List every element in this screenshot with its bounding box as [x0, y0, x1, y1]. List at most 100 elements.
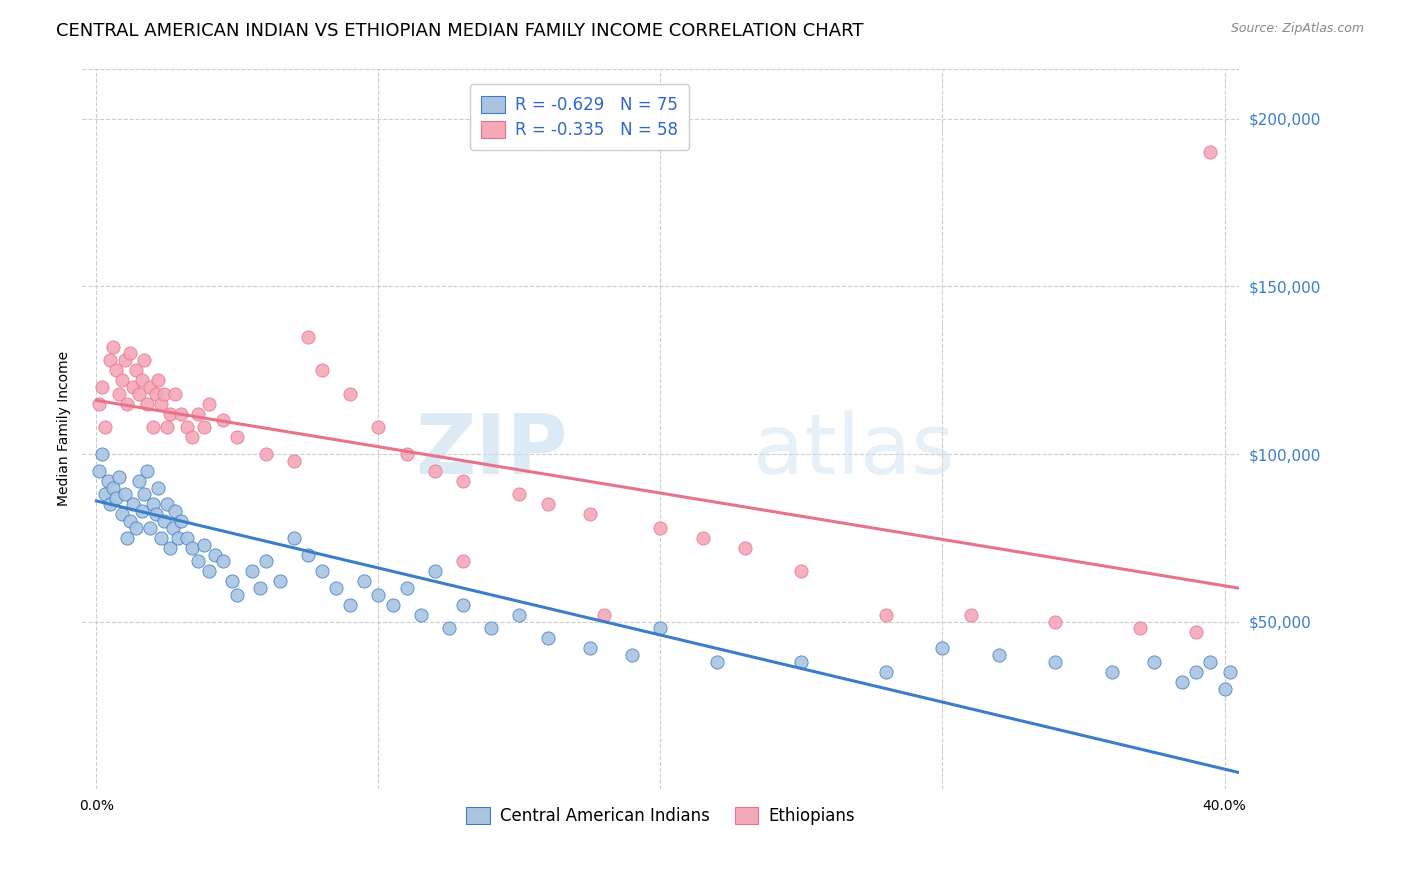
Point: [170, 514, 193, 528]
Point: [120, 346, 142, 360]
Point: [395, 581, 418, 595]
Point: [153, 514, 176, 528]
Point: [128, 386, 150, 401]
Point: [692, 531, 714, 545]
Point: [221, 574, 243, 589]
Point: [142, 420, 165, 434]
Point: [536, 497, 558, 511]
Point: [226, 430, 249, 444]
Point: [297, 329, 319, 343]
Point: [89, 464, 111, 478]
Point: [89, 397, 111, 411]
Point: [451, 598, 474, 612]
Point: [142, 497, 165, 511]
Point: [153, 386, 176, 401]
Point: [134, 353, 156, 368]
Text: Source: ZipAtlas.com: Source: ZipAtlas.com: [1230, 22, 1364, 36]
Point: [148, 373, 170, 387]
Point: [193, 537, 215, 551]
Point: [423, 464, 446, 478]
Point: [1045, 615, 1067, 629]
Point: [198, 565, 221, 579]
Y-axis label: Median Family Income: Median Family Income: [58, 351, 72, 507]
Point: [283, 531, 305, 545]
Point: [593, 607, 616, 622]
Point: [875, 665, 897, 679]
Point: [97, 474, 120, 488]
Point: [875, 607, 897, 622]
Point: [650, 521, 672, 535]
Point: [125, 363, 148, 377]
Point: [212, 554, 235, 568]
Point: [100, 497, 122, 511]
Point: [1185, 665, 1208, 679]
Point: [212, 413, 235, 427]
Point: [176, 420, 198, 434]
Point: [240, 565, 263, 579]
Point: [1101, 665, 1123, 679]
Point: [176, 531, 198, 545]
Point: [437, 621, 460, 635]
Point: [198, 397, 221, 411]
Point: [187, 554, 209, 568]
Point: [165, 386, 187, 401]
Point: [181, 541, 204, 555]
Point: [959, 607, 981, 622]
Point: [156, 420, 179, 434]
Point: [325, 581, 347, 595]
Point: [148, 481, 170, 495]
Point: [114, 487, 136, 501]
Point: [150, 531, 173, 545]
Point: [128, 474, 150, 488]
Point: [117, 397, 139, 411]
Point: [1171, 675, 1194, 690]
Point: [311, 363, 333, 377]
Text: CENTRAL AMERICAN INDIAN VS ETHIOPIAN MEDIAN FAMILY INCOME CORRELATION CHART: CENTRAL AMERICAN INDIAN VS ETHIOPIAN MED…: [56, 22, 863, 40]
Point: [790, 565, 813, 579]
Point: [579, 641, 602, 656]
Point: [105, 363, 128, 377]
Point: [111, 373, 134, 387]
Point: [193, 420, 215, 434]
Point: [91, 380, 114, 394]
Point: [339, 386, 361, 401]
Point: [139, 521, 162, 535]
Point: [311, 565, 333, 579]
Point: [508, 607, 530, 622]
Point: [117, 531, 139, 545]
Point: [1199, 655, 1222, 669]
Point: [650, 621, 672, 635]
Point: [103, 340, 125, 354]
Point: [94, 420, 117, 434]
Point: [159, 407, 181, 421]
Point: [381, 598, 404, 612]
Point: [931, 641, 953, 656]
Point: [367, 420, 389, 434]
Point: [536, 632, 558, 646]
Point: [136, 464, 159, 478]
Point: [150, 397, 173, 411]
Point: [145, 386, 167, 401]
Point: [254, 447, 277, 461]
Point: [91, 447, 114, 461]
Point: [226, 588, 249, 602]
Point: [94, 487, 117, 501]
Point: [162, 521, 184, 535]
Point: [1199, 145, 1222, 160]
Point: [451, 474, 474, 488]
Point: [131, 504, 153, 518]
Point: [508, 487, 530, 501]
Point: [187, 407, 209, 421]
Point: [165, 504, 187, 518]
Point: [706, 655, 728, 669]
Point: [134, 487, 156, 501]
Point: [120, 514, 142, 528]
Point: [108, 386, 131, 401]
Point: [108, 470, 131, 484]
Point: [114, 353, 136, 368]
Point: [131, 373, 153, 387]
Point: [105, 491, 128, 505]
Point: [181, 430, 204, 444]
Point: [254, 554, 277, 568]
Point: [297, 548, 319, 562]
